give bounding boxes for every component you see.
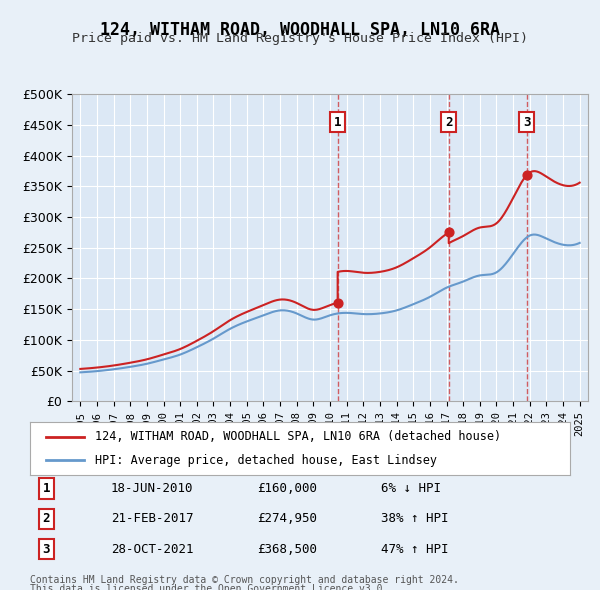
Text: Price paid vs. HM Land Registry's House Price Index (HPI): Price paid vs. HM Land Registry's House … (72, 32, 528, 45)
Text: 38% ↑ HPI: 38% ↑ HPI (381, 512, 449, 525)
Point (522, 171, 532, 180)
Text: 21-FEB-2017: 21-FEB-2017 (111, 512, 193, 525)
Text: HPI: Average price, detached house, East Lindsey: HPI: Average price, detached house, East… (95, 454, 437, 467)
Text: 1: 1 (43, 482, 50, 495)
Text: £274,950: £274,950 (257, 512, 317, 525)
Text: 47% ↑ HPI: 47% ↑ HPI (381, 543, 449, 556)
Text: 6% ↓ HPI: 6% ↓ HPI (381, 482, 441, 495)
Text: 124, WITHAM ROAD, WOODHALL SPA, LN10 6RA: 124, WITHAM ROAD, WOODHALL SPA, LN10 6RA (100, 21, 500, 39)
Point (333, 299, 343, 308)
Text: 18-JUN-2010: 18-JUN-2010 (111, 482, 193, 495)
Text: 3: 3 (43, 543, 50, 556)
Text: 2: 2 (445, 116, 452, 129)
Text: 124, WITHAM ROAD, WOODHALL SPA, LN10 6RA (detached house): 124, WITHAM ROAD, WOODHALL SPA, LN10 6RA… (95, 430, 501, 443)
Text: This data is licensed under the Open Government Licence v3.0.: This data is licensed under the Open Gov… (30, 584, 388, 590)
Text: 1: 1 (334, 116, 341, 129)
Text: 28-OCT-2021: 28-OCT-2021 (111, 543, 193, 556)
Text: 3: 3 (523, 116, 530, 129)
Text: 2: 2 (43, 512, 50, 525)
Point (444, 228, 454, 237)
Text: £160,000: £160,000 (257, 482, 317, 495)
Text: £368,500: £368,500 (257, 543, 317, 556)
Text: Contains HM Land Registry data © Crown copyright and database right 2024.: Contains HM Land Registry data © Crown c… (30, 575, 459, 585)
